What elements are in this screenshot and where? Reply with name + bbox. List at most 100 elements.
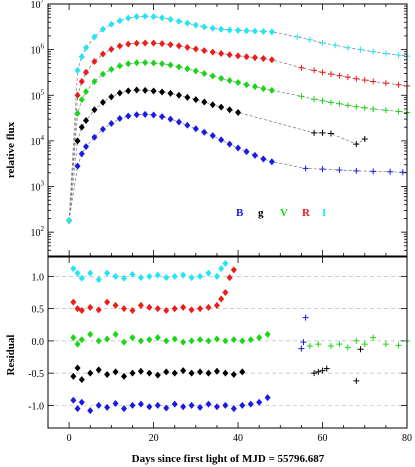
- x-tick-label: 80: [402, 433, 412, 444]
- residual-point-V: [112, 330, 119, 338]
- residual-point-V: [230, 336, 237, 344]
- data-point-I: [142, 12, 149, 20]
- legend-entry-I: I: [322, 207, 326, 219]
- top-y-axis-label: relative flux: [5, 121, 17, 178]
- residual-point-R: [213, 301, 220, 309]
- residual-point-V: [137, 337, 144, 345]
- data-point-R: [311, 67, 318, 74]
- data-point-R: [78, 78, 85, 86]
- top-panel-frame: [47, 3, 408, 257]
- data-point-V: [327, 99, 334, 106]
- residual-point-g: [112, 368, 119, 376]
- residual-point-g: [323, 365, 330, 372]
- residual-point-V: [256, 334, 263, 342]
- bottom-y-tick-label: -0.5: [28, 369, 44, 380]
- data-point-I: [66, 216, 73, 224]
- data-point-R: [361, 77, 368, 84]
- data-point-B: [370, 168, 377, 175]
- legend-entry-g: g: [258, 207, 264, 219]
- residual-point-V: [370, 334, 377, 341]
- residual-point-g: [311, 370, 318, 377]
- residual-point-g: [95, 366, 102, 374]
- data-point-B: [159, 113, 166, 121]
- residual-point-B: [205, 400, 212, 408]
- residual-point-V: [70, 334, 77, 342]
- residual-point-B: [154, 401, 161, 409]
- residual-point-R: [188, 306, 195, 314]
- data-point-R: [353, 75, 360, 82]
- residual-point-R: [180, 303, 187, 311]
- bottom-y-tick-label: 1.0: [32, 272, 45, 283]
- residual-point-B: [197, 403, 204, 411]
- residual-point-B: [129, 401, 136, 409]
- residual-point-R: [171, 305, 178, 313]
- data-point-B: [192, 125, 199, 133]
- residual-point-I: [171, 272, 178, 280]
- residual-point-I: [146, 272, 153, 280]
- residual-point-g: [121, 372, 128, 380]
- data-point-g: [99, 98, 106, 106]
- data-point-I: [306, 36, 313, 43]
- residual-point-V: [327, 343, 334, 350]
- data-point-g: [361, 135, 368, 142]
- residual-point-I: [154, 271, 161, 279]
- residual-point-B: [95, 401, 102, 409]
- data-point-R: [243, 53, 250, 61]
- residual-point-R: [146, 303, 153, 311]
- data-point-R: [175, 42, 182, 50]
- data-point-g: [353, 141, 360, 148]
- residual-point-g: [87, 369, 94, 377]
- data-point-V: [260, 85, 267, 93]
- data-point-V: [91, 78, 98, 86]
- data-point-V: [395, 108, 402, 115]
- data-point-I: [175, 17, 182, 25]
- data-point-I: [133, 13, 140, 21]
- data-point-I: [268, 28, 275, 36]
- data-point-I: [370, 48, 377, 55]
- data-point-B: [251, 151, 258, 159]
- data-point-V: [74, 109, 81, 117]
- residual-point-I: [78, 274, 85, 282]
- residual-point-g: [180, 367, 187, 375]
- residual-point-R: [230, 266, 237, 274]
- residual-point-I: [95, 276, 102, 284]
- residual-point-V: [146, 336, 153, 344]
- data-point-g: [311, 129, 318, 136]
- residual-point-g: [146, 369, 153, 377]
- data-point-V: [192, 67, 199, 75]
- residual-point-V: [129, 334, 136, 342]
- data-point-I: [243, 27, 250, 35]
- data-point-g: [150, 87, 157, 95]
- bottom-panel-frame: [47, 256, 408, 429]
- residual-point-V: [395, 342, 402, 349]
- data-point-I: [184, 19, 191, 27]
- data-point-R: [268, 56, 275, 64]
- data-point-R: [201, 47, 208, 55]
- data-point-g: [116, 89, 123, 97]
- data-point-I: [150, 13, 157, 21]
- legend-entry-V: V: [280, 207, 288, 219]
- data-point-V: [159, 60, 166, 68]
- residual-point-g: [74, 364, 81, 372]
- data-point-g: [125, 87, 132, 95]
- residual-point-V: [239, 337, 246, 345]
- data-point-I: [218, 25, 225, 33]
- residual-point-B: [70, 396, 77, 404]
- residual-point-g: [213, 367, 220, 375]
- residual-point-R: [222, 288, 229, 296]
- data-point-V: [319, 97, 326, 104]
- data-point-V: [184, 65, 191, 73]
- data-point-R: [192, 45, 199, 53]
- data-point-R: [235, 52, 242, 60]
- residual-point-B: [213, 403, 220, 411]
- data-point-V: [125, 60, 132, 68]
- x-tick-label: 40: [233, 433, 243, 444]
- data-point-R: [150, 39, 157, 47]
- top-y-tick-label: 105: [31, 88, 45, 102]
- data-point-g: [184, 93, 191, 101]
- data-point-R: [99, 50, 106, 58]
- data-point-R: [395, 81, 402, 88]
- data-point-V: [108, 65, 115, 73]
